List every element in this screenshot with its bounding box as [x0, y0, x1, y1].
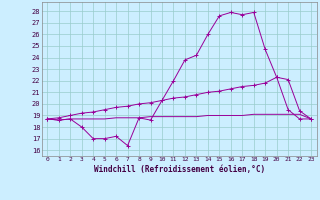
X-axis label: Windchill (Refroidissement éolien,°C): Windchill (Refroidissement éolien,°C)	[94, 165, 265, 174]
